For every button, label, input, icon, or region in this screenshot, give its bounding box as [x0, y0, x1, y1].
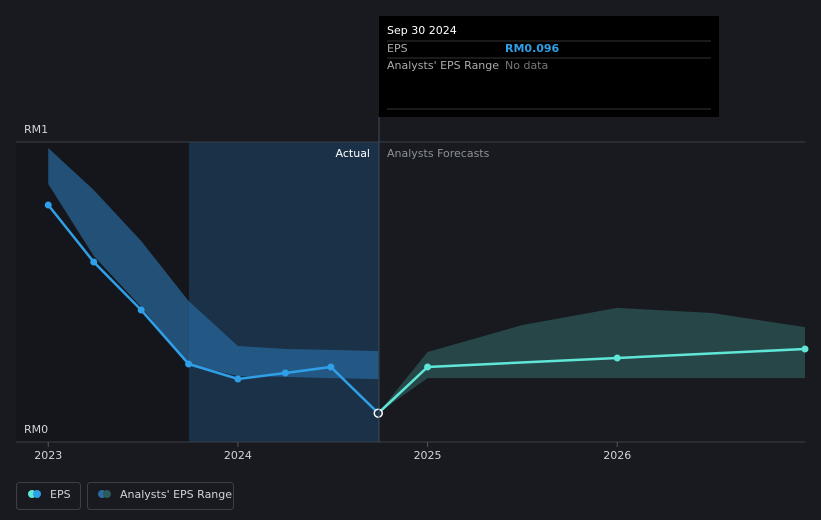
- tooltip-value: RM0.096: [505, 42, 560, 55]
- legend-item[interactable]: [87, 482, 234, 510]
- eps-point: [327, 363, 335, 371]
- x-tick-label: 2024: [224, 449, 252, 462]
- legend-label[interactable]: EPS: [50, 488, 71, 501]
- legend-swatch: [103, 490, 111, 498]
- eps-point: [234, 375, 242, 383]
- tooltip-value: No data: [505, 59, 548, 72]
- x-tick-label: 2025: [414, 449, 442, 462]
- legend-swatch: [33, 490, 41, 498]
- forecast-label: Analysts Forecasts: [387, 147, 490, 160]
- eps-point: [613, 354, 621, 362]
- eps-point: [373, 408, 384, 418]
- eps-point: [185, 360, 193, 368]
- last-year-shade: [189, 142, 379, 442]
- x-tick-label: 2023: [34, 449, 62, 462]
- eps-point: [90, 258, 98, 266]
- tooltip-date: Sep 30 2024: [387, 24, 457, 37]
- tooltip: [379, 16, 719, 117]
- range-area: [48, 148, 379, 379]
- eps-point: [424, 363, 432, 371]
- y-tick-label: RM0: [24, 423, 48, 436]
- legend-label[interactable]: Analysts' EPS Range: [120, 488, 232, 501]
- legend-item[interactable]: [16, 482, 81, 510]
- eps-point: [137, 306, 145, 314]
- tooltip-label: Analysts' EPS Range: [387, 59, 499, 72]
- eps-point: [281, 369, 289, 377]
- y-tick-label: RM1: [24, 123, 48, 136]
- eps-point: [44, 201, 52, 209]
- eps-point: [801, 345, 809, 353]
- tooltip-label: EPS: [387, 42, 408, 55]
- actual-label: Actual: [336, 147, 370, 160]
- x-tick-label: 2026: [603, 449, 631, 462]
